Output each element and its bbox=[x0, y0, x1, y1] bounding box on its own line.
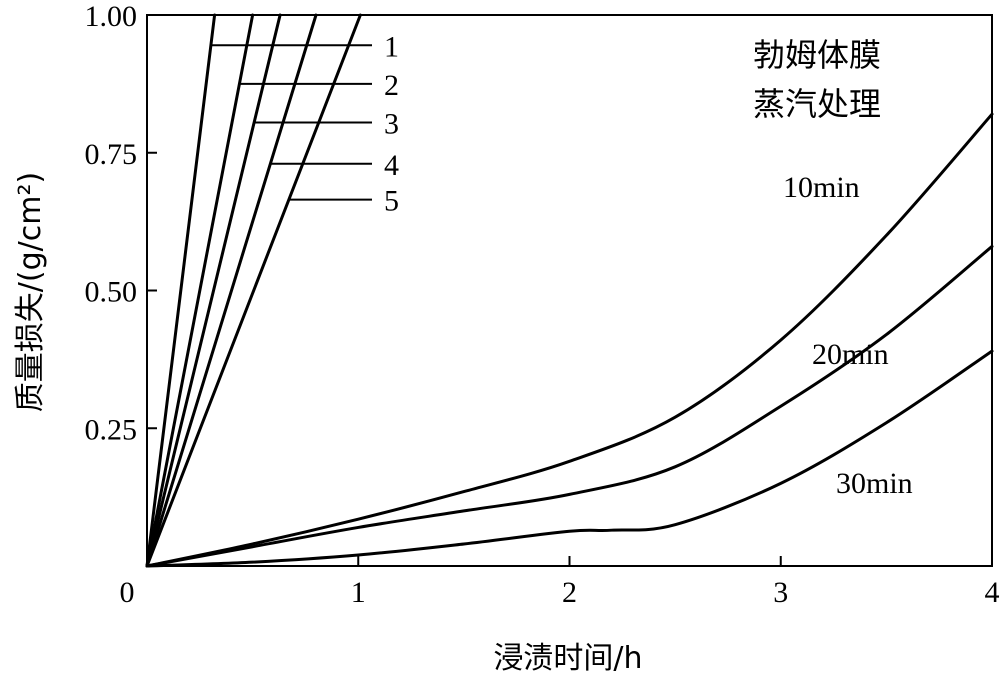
series-label-10min: 10min bbox=[783, 171, 860, 204]
y-tick-label: 0.50 bbox=[85, 276, 138, 309]
series-label-20min: 20min bbox=[812, 338, 889, 371]
annotation-line-1: 勃姆体膜 bbox=[753, 36, 881, 74]
labels-group: 勃姆体膜 蒸汽处理 浸渍时间/h 质量损失/(g/cm²) 1 2 3 45 10min… bbox=[13, 30, 913, 676]
series-label-5: 5 bbox=[384, 185, 399, 218]
series-label-2: 2 bbox=[384, 69, 399, 102]
series-line-1 bbox=[145, 13, 217, 568]
series-line-4 bbox=[145, 13, 318, 568]
series-line-3 bbox=[145, 13, 282, 568]
series-line-10min bbox=[145, 112, 994, 568]
x-axis-label: 浸渍时间/h bbox=[493, 641, 642, 676]
series-line-30min bbox=[145, 349, 994, 568]
y-tick-label: 0.75 bbox=[85, 138, 138, 171]
y-tick-label: 0.25 bbox=[85, 413, 138, 446]
y-axis-label: 质量损失/(g/cm²) bbox=[13, 172, 48, 412]
series-label-30min: 30min bbox=[836, 467, 913, 500]
series-line-5 bbox=[145, 13, 362, 568]
series-line-2 bbox=[145, 13, 255, 568]
x-tick-label: 1 bbox=[351, 576, 366, 609]
series-label-3: 3 bbox=[384, 107, 399, 140]
x-tick-label: 0 bbox=[120, 576, 135, 609]
series-group bbox=[145, 13, 994, 568]
x-tick-label: 2 bbox=[562, 576, 577, 609]
y-tick-label: 1.00 bbox=[85, 0, 138, 33]
series-label-4: 4 bbox=[384, 149, 399, 182]
x-tick-label: 4 bbox=[985, 576, 1000, 609]
annotation-line-2: 蒸汽处理 bbox=[753, 85, 881, 123]
series-label-1: 1 bbox=[384, 30, 399, 63]
series-line-20min bbox=[145, 244, 994, 568]
x-tick-label: 3 bbox=[773, 576, 788, 609]
axes: 0 1 2 3 4 0.25 0.50 0.75 1.00 bbox=[85, 0, 1000, 609]
